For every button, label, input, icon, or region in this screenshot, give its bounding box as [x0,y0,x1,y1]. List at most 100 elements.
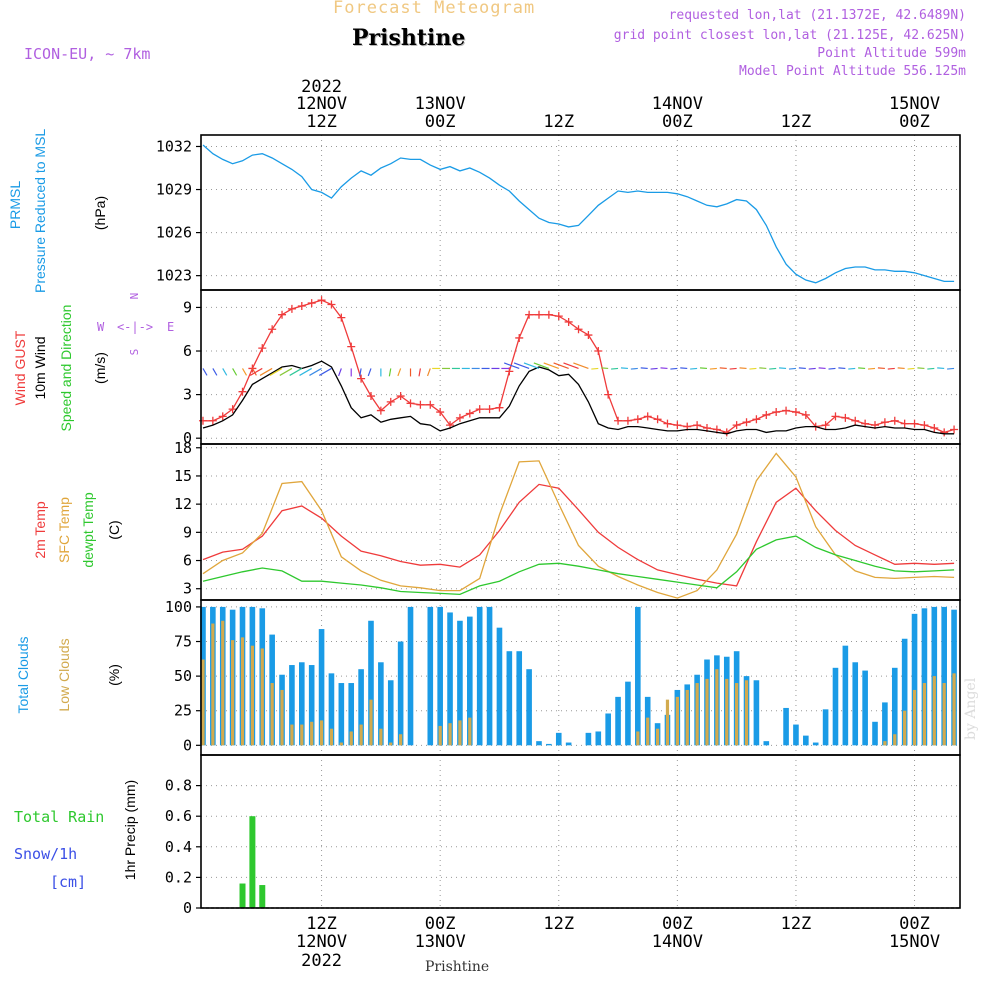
compass-s: S [128,349,141,356]
rain-bar [249,816,256,908]
low-cloud-bar [458,720,462,746]
gust-marker [534,310,543,319]
wind-direction-arrow [828,367,836,370]
wind-direction-arrow [937,367,945,370]
total-cloud-bar [595,731,602,746]
total-rain-legend: Total Rain [14,808,105,826]
gust-marker [801,410,810,419]
low-cloud-bar [379,728,383,746]
gust-marker [614,416,623,425]
low-cloud-bar [942,683,946,746]
ytick-label-3-0: 0 [183,736,192,754]
total-cloud-bar [842,645,849,746]
gust-marker [653,415,662,424]
wind-direction-arrow [630,367,638,370]
gust-marker [485,405,494,414]
footer-location: Prishtine [425,959,490,975]
gust-marker [584,331,593,340]
low-cloud-bar [260,648,264,746]
compass-n: N [128,293,141,300]
ytick-label-3-2: 50 [174,667,192,685]
wind-direction-arrow [867,367,876,370]
ytick-label-4-3: 0.6 [165,807,192,825]
gust-marker [782,406,791,415]
bottom-axis-date-0: 12NOV [296,932,347,952]
total-cloud-bar [891,667,898,746]
panel-frame-4 [200,754,961,909]
ytick-label-1-0: 0 [183,429,192,447]
gust-marker [554,312,563,321]
total-cloud-bar [546,743,552,746]
gust-marker [515,333,524,342]
total-cloud-bar [467,616,473,746]
gust-marker [198,416,207,425]
gust-marker [268,325,277,334]
total-cloud-bar [585,732,592,746]
total-cloud-bar [763,741,770,746]
wind-direction-arrow [709,367,717,370]
ytick-label-0-1: 1026 [156,224,192,242]
bottom-axis-hour-3: 00Z [662,914,693,934]
low-cloud-bar [646,717,650,746]
bottom-axis-hour-4: 12Z [781,914,812,934]
low-cloud-bar [883,741,887,746]
total-cloud-bar [407,606,414,746]
gust-marker [930,424,939,433]
low-cloud-bar [695,683,699,746]
bottom-axis-hour-1: 00Z [425,914,456,934]
wind-direction-arrow [513,362,530,370]
gust-marker [594,347,603,356]
ytick-label-4-1: 0.2 [165,868,192,886]
gust-marker [851,416,860,425]
wind-direction-arrow [212,368,218,376]
total-cloud-bar [516,651,523,746]
ytick-label-0-2: 1029 [156,181,192,199]
wind-direction-arrow [359,368,362,377]
top-axis-year: 2022 [301,77,342,97]
location-title: Prishtine [352,25,466,51]
low-cloud-bar [685,689,689,746]
total-cloud-bar [615,696,621,746]
compass-e: E [167,320,174,334]
wind-direction-arrow [907,367,915,370]
wind-direction-arrow [591,367,599,370]
total-cloud-bar [635,606,641,746]
low-cloud-bar [369,699,373,746]
wind-direction-arrow [573,362,589,370]
total-cloud-bar [427,606,434,746]
wind-direction-arrow [680,367,688,370]
total-cloud-bar [437,606,443,746]
wind-direction-arrow [788,367,796,370]
low-cloud-bar [399,734,403,746]
point-altitude: Point Altitude 599m [817,46,966,61]
low-cloud-bar [310,721,314,746]
wind-direction-arrow [553,362,569,370]
panel-frame-2 [200,443,961,601]
wind-direction-arrow [611,367,619,370]
top-axis-hour-5: 00Z [899,112,930,132]
low-cloud-bar [349,731,353,746]
total-cloud-bar [457,620,463,746]
total-cloud-bar [348,683,355,746]
total-cloud-bar [783,707,789,746]
ytick-label-3-4: 100 [165,598,192,616]
gust-marker [386,397,395,406]
top-axis-date-0: 12NOV [296,94,347,114]
gust-marker [841,413,850,422]
gust-marker [376,406,385,415]
rain-bar [239,883,246,908]
gust-marker [732,421,741,430]
wind-direction-arrow [897,367,905,370]
wind-direction-arrow [887,367,895,370]
gust-marker [742,418,751,427]
total-cloud-bar [397,641,404,746]
gust-marker [910,419,919,428]
top-axis-hour-2: 12Z [543,112,574,132]
bottom-axis-hour-2: 12Z [543,914,574,934]
top-axis-hour-4: 12Z [781,112,812,132]
wind-direction-arrow [543,362,559,370]
wind-direction-arrow [202,368,208,376]
total-cloud-bar [526,669,532,746]
wind-direction-arrow [690,367,698,370]
wind-direction-arrow [779,367,787,370]
